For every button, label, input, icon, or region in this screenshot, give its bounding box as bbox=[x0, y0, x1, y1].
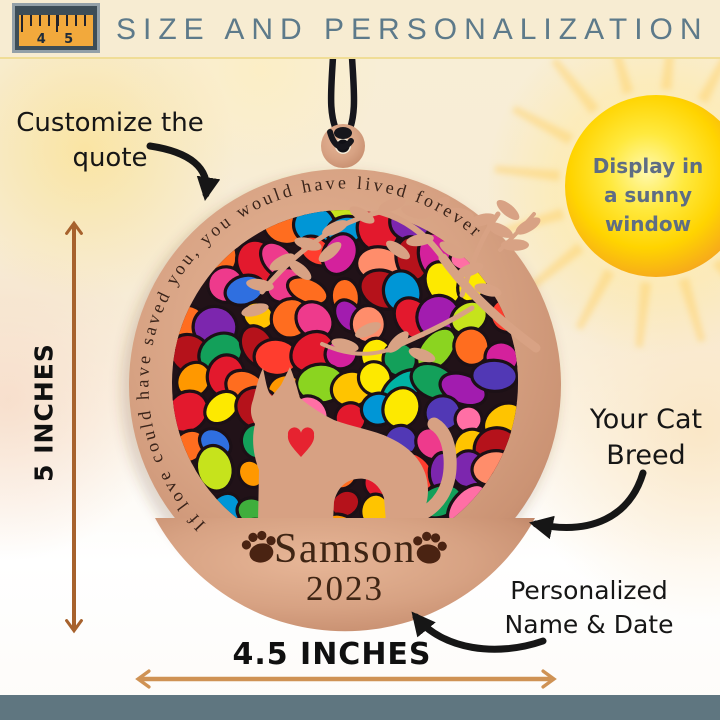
paw-print-icon bbox=[413, 531, 447, 564]
arrow-personalized bbox=[411, 611, 547, 653]
callout-line: Breed bbox=[606, 440, 686, 472]
callout-line: quote bbox=[72, 143, 148, 174]
arrow-customize-quote bbox=[146, 142, 221, 202]
callout-line: Name & Date bbox=[504, 609, 674, 639]
heart-icon bbox=[287, 427, 315, 457]
width-dimension-label: 4.5 INCHES bbox=[232, 637, 432, 672]
engraved-year: 2023 bbox=[306, 569, 384, 608]
callout-cat-breed: Your Cat Breed bbox=[556, 402, 720, 475]
ruler-number: 4 bbox=[36, 32, 46, 47]
callout-line: window bbox=[604, 212, 692, 236]
callout-customize-quote: Customize the quote bbox=[15, 106, 205, 176]
header-bar: SIZE AND PERSONALIZATION bbox=[0, 0, 720, 59]
ruler-number: 5 bbox=[64, 32, 74, 47]
cat-tail bbox=[405, 417, 457, 525]
tree-branch-cutout bbox=[241, 196, 541, 363]
paw-print-icon bbox=[241, 530, 276, 563]
callout-line: a sunny bbox=[603, 183, 693, 207]
page-title: SIZE AND PERSONALIZATION bbox=[116, 13, 709, 46]
cord-knot bbox=[327, 127, 354, 153]
callout-line: Your Cat bbox=[589, 404, 703, 435]
height-dimension-label: 5 INCHES bbox=[29, 343, 59, 482]
ruler-icon: 4 5 bbox=[12, 3, 100, 53]
callout-sunny-window: Display in a sunny window bbox=[568, 152, 720, 239]
arrow-cat-breed bbox=[529, 469, 647, 540]
callout-personalized: Personalized Name & Date bbox=[488, 574, 690, 642]
footer-bar bbox=[0, 695, 720, 720]
callout-line: Customize the bbox=[16, 108, 204, 138]
cat-silhouette bbox=[250, 367, 457, 525]
callout-line: Personalized bbox=[510, 576, 668, 605]
engraved-name: Samson bbox=[274, 526, 416, 572]
suncatcher-ornament: If love could have saved you, you would … bbox=[121, 124, 561, 632]
callout-line: Display in bbox=[592, 154, 704, 178]
